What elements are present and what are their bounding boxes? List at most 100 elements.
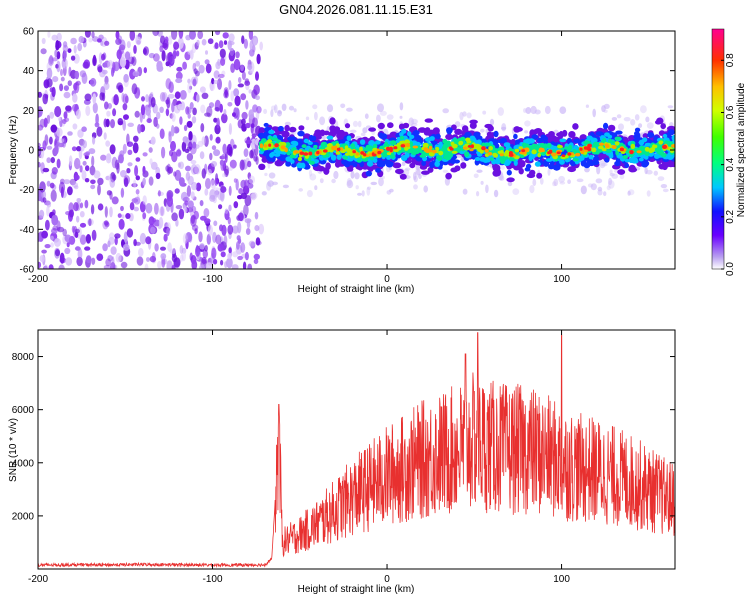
heatmap-band-cell <box>412 130 420 136</box>
heatmap-halo-cell <box>618 123 624 131</box>
heatmap-band-cell <box>521 149 526 153</box>
heatmap-y-tick-label: 0 <box>28 146 34 157</box>
heatmap-noise-cell <box>187 113 191 119</box>
heatmap-halo-cell <box>524 130 528 134</box>
heatmap-band-cell <box>409 134 415 139</box>
heatmap-halo-cell <box>293 108 297 113</box>
heatmap-noise-cell <box>201 256 207 265</box>
heatmap-noise-cell <box>221 224 227 236</box>
heatmap-halo-cell <box>346 180 354 189</box>
heatmap-noise-cell <box>153 116 158 128</box>
heatmap-noise-cell <box>76 215 80 223</box>
heatmap-band-cell <box>652 144 656 150</box>
heatmap-band-cell <box>630 143 636 149</box>
heatmap-noise-cell <box>52 209 56 216</box>
heatmap-noise-cell <box>219 103 223 113</box>
heatmap-noise-cell <box>168 131 172 143</box>
heatmap-noise-cell <box>190 215 195 224</box>
heatmap-halo-cell <box>456 154 463 158</box>
heatmap-band-cell <box>299 151 305 155</box>
heatmap-y-tick-label: -40 <box>20 225 35 236</box>
heatmap-noise-cell <box>48 56 54 66</box>
heatmap-band-cell <box>531 143 537 149</box>
heatmap-halo-cell <box>597 186 603 192</box>
heatmap-noise-cell <box>215 234 222 245</box>
heatmap-halo-cell <box>411 118 418 125</box>
heatmap-noise-cell <box>52 76 59 83</box>
heatmap-noise-cell <box>250 193 257 201</box>
heatmap-band-cell <box>419 154 426 158</box>
heatmap-noise-cell <box>42 140 47 151</box>
heatmap-noise-cell <box>205 50 208 55</box>
heatmap-noise-cell <box>172 50 177 59</box>
heatmap-noise-cell <box>110 119 115 129</box>
heatmap-noise-cell <box>228 80 232 90</box>
heatmap-noise-cell <box>245 139 252 144</box>
heatmap-noise-cell <box>197 31 204 40</box>
heatmap-noise-cell <box>220 186 227 193</box>
heatmap-noise-cell <box>63 179 71 185</box>
heatmap-noise-cell <box>50 235 54 241</box>
heatmap-noise-cell <box>138 247 144 257</box>
heatmap-halo-cell <box>306 190 313 198</box>
heatmap-noise-cell <box>186 185 191 198</box>
heatmap-halo-cell <box>389 188 394 193</box>
heatmap-noise-cell <box>74 228 80 234</box>
heatmap-band-cell <box>393 146 398 150</box>
heatmap-noise-cell <box>97 184 101 196</box>
heatmap-noise-cell <box>209 189 216 200</box>
heatmap-noise-cell <box>105 118 110 128</box>
heatmap-noise-cell <box>148 147 153 153</box>
heatmap-noise-cell <box>85 105 91 117</box>
heatmap-noise-cell <box>249 40 254 51</box>
heatmap-noise-cell <box>211 145 217 151</box>
heatmap-noise-cell <box>104 206 108 218</box>
heatmap-noise-cell <box>110 246 117 255</box>
heatmap-halo-cell <box>601 105 606 113</box>
heatmap-noise-cell <box>139 232 147 245</box>
heatmap-band-cell <box>536 172 543 179</box>
heatmap-band-cell <box>538 147 544 153</box>
heatmap-band-cell <box>429 161 435 169</box>
heatmap-noise-cell <box>114 233 121 239</box>
heatmap-band-cell <box>513 165 521 171</box>
heatmap-noise-cell <box>247 179 253 185</box>
heatmap-halo-cell <box>608 180 615 189</box>
heatmap-noise-cell <box>186 120 193 128</box>
heatmap-band-cell <box>529 169 536 176</box>
heatmap-noise-cell <box>237 255 244 261</box>
heatmap-noise-cell <box>256 53 261 65</box>
heatmap-noise-cell <box>101 53 106 61</box>
heatmap-band-cell <box>336 154 342 160</box>
heatmap-noise-cell <box>119 150 125 157</box>
heatmap-noise-cell <box>208 102 215 108</box>
heatmap-halo-cell <box>277 110 282 114</box>
heatmap-noise-cell <box>76 146 82 152</box>
heatmap-halo-cell <box>442 108 450 114</box>
heatmap-band-cell <box>304 154 309 159</box>
heatmap-noise-cell <box>179 90 187 100</box>
heatmap-noise-cell <box>213 117 218 123</box>
heatmap-noise-cell <box>41 190 47 199</box>
heatmap-band-cell <box>476 144 483 150</box>
heatmap-noise-cell <box>117 118 124 126</box>
heatmap-halo-cell <box>319 116 326 126</box>
heatmap-halo-cell <box>314 111 318 121</box>
heatmap-halo-cell <box>366 186 372 190</box>
heatmap-noise-cell <box>240 93 247 101</box>
heatmap-noise-cell <box>239 159 245 171</box>
heatmap-band-cell <box>446 128 452 135</box>
heatmap-noise-cell <box>114 236 118 246</box>
heatmap-noise-cell <box>100 154 107 161</box>
heatmap-noise-cell <box>152 31 160 37</box>
heatmap-noise-cell <box>132 70 140 77</box>
heatmap-halo-cell <box>270 109 274 118</box>
heatmap-band-cell <box>531 149 537 155</box>
heatmap-y-tick-label: 40 <box>23 66 35 77</box>
heatmap-halo-cell <box>576 178 584 183</box>
heatmap-noise-cell <box>229 159 237 169</box>
heatmap-noise-cell <box>218 204 223 210</box>
heatmap-halo-cell <box>357 192 362 196</box>
heatmap-halo-cell <box>460 157 465 162</box>
heatmap-band-cell <box>438 150 444 156</box>
